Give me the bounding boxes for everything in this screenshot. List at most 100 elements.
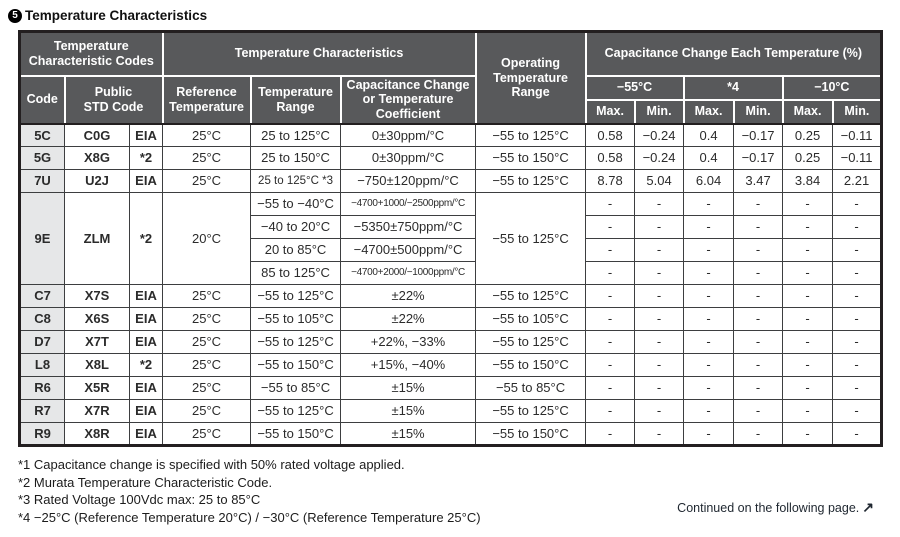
cell-value: −0.11 — [832, 123, 883, 148]
cell-code: L8 — [19, 353, 65, 378]
cell-value: - — [782, 238, 834, 263]
header-row-maxmin: Max. Min. Max. Min. Max. Min. — [20, 98, 883, 125]
cell-reference-temperature: 25°C — [162, 123, 252, 148]
cell-value: - — [683, 215, 735, 240]
cell-temperature-range: 20 to 85°C — [250, 238, 342, 263]
cell-std-mark: *2 — [128, 192, 164, 286]
cell-reference-temperature: 25°C — [162, 146, 252, 171]
cell-reference-temperature: 20°C — [162, 192, 252, 286]
cell-value: - — [733, 284, 784, 309]
arrow-up-right-icon: ↗ — [862, 499, 874, 515]
cell-public-std-code: C0G — [64, 123, 130, 148]
cell-value: 6.04 — [683, 169, 735, 194]
cell-temperature-range: −40 to 20°C — [250, 215, 342, 240]
section-number-badge: 5 — [8, 8, 22, 23]
cell-value: - — [585, 307, 636, 332]
cell-operating-range: −55 to 125°C — [475, 399, 587, 424]
cell-code: 5C — [19, 123, 65, 148]
cell-operating-range: −55 to 125°C — [475, 192, 587, 286]
cell-temperature-range: 25 to 125°C — [250, 123, 342, 148]
cell-capacitance-change: −4700±500ppm/°C — [340, 238, 477, 263]
cell-value: - — [733, 238, 784, 263]
cell-value: 0.25 — [782, 146, 834, 171]
cell-value: - — [585, 330, 636, 355]
table-row-r9: R9 X8R EIA 25°C −55 to 150°C ±15% −55 to… — [19, 422, 883, 447]
cell-value: - — [782, 215, 834, 240]
table-row-5c: 5C C0G EIA 25°C 25 to 125°C 0±30ppm/°C −… — [19, 123, 883, 148]
cell-temperature-range: −55 to 150°C — [250, 422, 342, 447]
cell-value: 0.58 — [585, 123, 636, 148]
col-header-min-star4: Min. — [732, 98, 784, 125]
cell-capacitance-change: −4700+2000/−1000ppm/°C — [340, 261, 477, 286]
col-header-min-55: Min. — [633, 98, 685, 125]
cell-public-std-code: X5R — [64, 376, 130, 401]
header-row-groups: Temperature Characteristic Codes Tempera… — [18, 30, 883, 125]
col-group-capacitance-change-each-temperature: Capacitance Change Each Temperature (%) — [584, 30, 883, 77]
cell-value: 0.4 — [683, 146, 735, 171]
cell-value: - — [782, 307, 834, 332]
cell-public-std-code: X7T — [64, 330, 130, 355]
cell-capacitance-change: +22%, −33% — [340, 330, 477, 355]
cell-public-std-code: U2J — [64, 169, 130, 194]
col-header-star4: *4 — [682, 74, 784, 101]
cell-value: - — [683, 192, 735, 217]
cell-temperature-range: −55 to −40°C — [250, 192, 342, 217]
cell-value: - — [832, 422, 883, 447]
cell-value: - — [634, 261, 685, 286]
cell-value: - — [683, 307, 735, 332]
cell-temperature-range: 25 to 125°C *3 — [250, 169, 342, 194]
cell-value: - — [585, 399, 636, 424]
cell-value: - — [782, 284, 834, 309]
cell-temperature-range: −55 to 85°C — [250, 376, 342, 401]
cell-capacitance-change: ±15% — [340, 376, 477, 401]
cell-value: - — [733, 215, 784, 240]
cell-value: - — [782, 399, 834, 424]
cell-public-std-code: X7S — [64, 284, 130, 309]
col-header-max-55: Max. — [584, 98, 636, 125]
cell-value: - — [585, 422, 636, 447]
cell-value: - — [585, 261, 636, 286]
cell-value: - — [832, 376, 883, 401]
cell-std-mark: *2 — [128, 146, 164, 171]
col-header-reference-temperature: Reference Temperature — [161, 74, 252, 125]
cell-value: −0.24 — [634, 146, 685, 171]
cell-public-std-code: X8R — [64, 422, 130, 447]
col-header-min-10: Min. — [831, 98, 883, 125]
cell-std-mark: *2 — [128, 353, 164, 378]
cell-capacitance-change: ±15% — [340, 422, 477, 447]
col-header-capacitance-change-or-temperature-coefficient: Capacitance Change or Temperature Coeffi… — [339, 74, 477, 125]
cell-capacitance-change: ±22% — [340, 284, 477, 309]
cell-value: - — [634, 238, 685, 263]
cell-value: - — [782, 261, 834, 286]
cell-std-mark: EIA — [128, 399, 164, 424]
cell-value: - — [634, 422, 685, 447]
col-header-temperature-range: Temperature Range — [249, 74, 342, 125]
cell-public-std-code: X8L — [64, 353, 130, 378]
cell-code: C7 — [19, 284, 65, 309]
cell-code: C8 — [19, 307, 65, 332]
page-title-text: Temperature Characteristics — [25, 8, 208, 23]
cell-std-mark: EIA — [128, 284, 164, 309]
cell-value: 0.58 — [585, 146, 636, 171]
footnote-4: *4 −25°C (Reference Temperature 20°C) / … — [18, 509, 481, 525]
footnote-1: *1 Capacitance change is specified with … — [18, 457, 405, 473]
cell-std-mark: EIA — [128, 307, 164, 332]
cell-value: - — [585, 284, 636, 309]
cell-reference-temperature: 25°C — [162, 169, 252, 194]
cell-value: - — [782, 422, 834, 447]
cell-reference-temperature: 25°C — [162, 353, 252, 378]
cell-value: - — [832, 307, 883, 332]
cell-temperature-range: −55 to 125°C — [250, 330, 342, 355]
cell-value: −0.17 — [733, 123, 784, 148]
cell-operating-range: −55 to 125°C — [475, 123, 587, 148]
cell-value: - — [634, 215, 685, 240]
cell-value: - — [832, 399, 883, 424]
cell-value: - — [634, 330, 685, 355]
cell-operating-range: −55 to 125°C — [475, 330, 587, 355]
cell-public-std-code: X8G — [64, 146, 130, 171]
cell-capacitance-change: −5350±750ppm/°C — [340, 215, 477, 240]
cell-value: - — [683, 238, 735, 263]
cell-value: - — [634, 284, 685, 309]
col-header-minus-10c: −10°C — [781, 74, 883, 101]
cell-value: - — [832, 192, 883, 217]
